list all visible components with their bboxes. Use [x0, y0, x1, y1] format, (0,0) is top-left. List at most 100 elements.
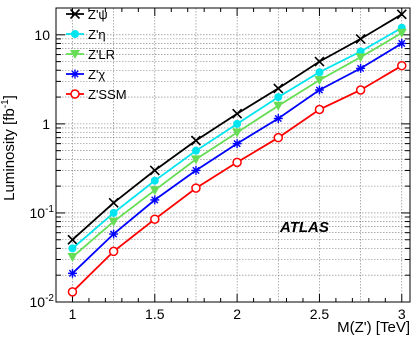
- data-point: [108, 217, 119, 227]
- marker-stroke: [192, 166, 200, 175]
- y-tick-label-base: 10: [30, 294, 46, 310]
- marker-stroke: [233, 139, 241, 148]
- legend: Z'ψ Z'η Z'LR Z'χ Z'SSM: [66, 7, 127, 102]
- marker-shape: [273, 101, 284, 111]
- marker-shape: [355, 85, 366, 95]
- legend-item: Z'η: [66, 27, 106, 42]
- x-axis-label: M(Z') [TeV]: [337, 319, 410, 336]
- data-point: [109, 229, 119, 239]
- x-tick-label: 3: [398, 306, 406, 322]
- data-point: [233, 119, 242, 128]
- legend-item: Z'SSM: [66, 87, 127, 102]
- data-point: [67, 268, 77, 278]
- marker-shape: [191, 183, 201, 193]
- data-point: [150, 214, 160, 224]
- data-point: [356, 63, 366, 73]
- y-axis-label-sup: -1: [0, 99, 11, 108]
- y-tick-label: 10-1: [30, 204, 55, 221]
- data-point: [397, 60, 407, 71]
- data-point: [314, 56, 325, 67]
- series-x-cross: [67, 9, 407, 245]
- marker-shape: [396, 28, 407, 38]
- data-point: [274, 93, 283, 102]
- series-open-circle: [67, 60, 407, 297]
- data-point: [355, 85, 366, 95]
- y-tick-label-base: 10: [34, 27, 50, 43]
- data-point: [149, 186, 160, 196]
- marker-shape: [109, 208, 118, 217]
- marker-shape: [232, 157, 242, 168]
- marker-stroke: [274, 114, 282, 123]
- plot-frame: [55, 7, 411, 303]
- x-tick-label: 1: [69, 306, 77, 322]
- data-point: [314, 76, 325, 86]
- y-axis-label-text: Luminosity [fb: [1, 108, 18, 201]
- data-point: [150, 195, 160, 205]
- series: [67, 9, 407, 297]
- data-point: [314, 85, 324, 95]
- legend-item: Z'ψ: [66, 7, 108, 22]
- data-point: [150, 176, 159, 185]
- marker-stroke: [109, 230, 118, 238]
- marker-stroke: [108, 197, 119, 208]
- data-point: [70, 69, 80, 79]
- marker-stroke: [190, 135, 202, 146]
- marker-shape: [150, 214, 160, 224]
- x-tick-label: 1.5: [145, 306, 165, 322]
- y-tick-label-base: 10: [30, 205, 46, 221]
- legend-label: Z'ψ: [88, 7, 108, 22]
- marker-shape: [314, 104, 325, 115]
- marker-shape: [108, 217, 119, 227]
- y-tick-label: 10-2: [30, 293, 55, 310]
- y-tick-label-base: 1: [42, 116, 50, 132]
- x-tick-label: 2: [233, 306, 241, 322]
- marker-stroke: [151, 196, 159, 204]
- marker-shape: [67, 253, 78, 263]
- marker-stroke: [71, 70, 79, 78]
- y-axis-label-close: ]: [1, 95, 18, 99]
- y-tick-label-exponent: -2: [45, 293, 54, 304]
- data-point: [315, 68, 324, 77]
- data-point: [149, 165, 160, 176]
- legend-item: Z'LR: [66, 47, 115, 62]
- series-triangle-down: [67, 28, 407, 263]
- data-point: [191, 183, 201, 193]
- y-tick-label: 10: [34, 27, 50, 43]
- marker-shape: [191, 146, 200, 155]
- marker-shape: [68, 244, 77, 253]
- data-point: [70, 50, 80, 59]
- y-tick-label-exponent: -1: [45, 204, 54, 215]
- marker-stroke: [149, 165, 160, 176]
- data-point: [191, 165, 201, 175]
- data-point: [273, 101, 284, 111]
- marker-stroke: [396, 9, 407, 20]
- data-point: [232, 139, 242, 149]
- data-point: [232, 157, 242, 168]
- data-point: [355, 33, 366, 44]
- marker-stroke: [273, 83, 284, 94]
- marker-shape: [397, 60, 407, 71]
- data-point: [71, 30, 79, 38]
- data-point: [190, 135, 202, 146]
- legend-item: Z'χ: [66, 67, 105, 82]
- marker-stroke: [315, 86, 324, 94]
- marker-shape: [67, 287, 78, 297]
- legend-label: Z'LR: [88, 47, 115, 62]
- marker-stroke: [355, 33, 366, 44]
- data-point: [191, 146, 200, 155]
- marker-stroke: [68, 269, 77, 277]
- data-point: [67, 253, 78, 263]
- marker-shape: [314, 76, 325, 86]
- marker-shape: [232, 128, 243, 138]
- marker-shape: [70, 89, 80, 99]
- y-tick-label: 1: [42, 116, 50, 132]
- data-point: [273, 83, 284, 94]
- data-point: [67, 234, 78, 245]
- data-point: [355, 53, 366, 63]
- marker-shape: [149, 186, 160, 196]
- data-point: [273, 113, 283, 123]
- data-point: [108, 246, 119, 257]
- marker-stroke: [69, 8, 81, 20]
